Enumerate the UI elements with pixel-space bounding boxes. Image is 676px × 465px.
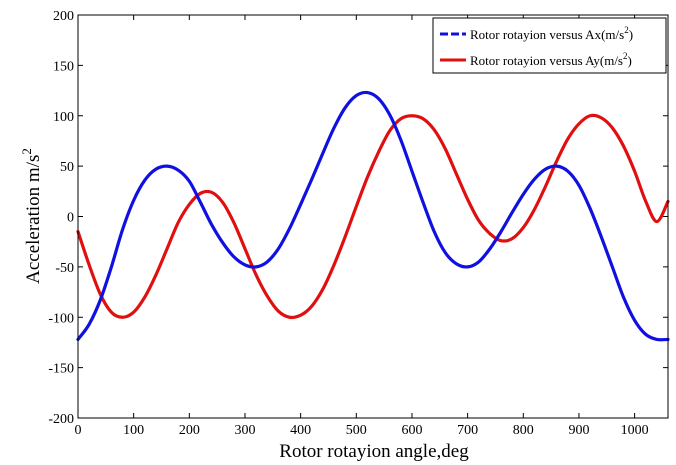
legend-entry-ax: Rotor rotayion versus Ax(m/s2) xyxy=(470,25,633,42)
legend-entry-ay: Rotor rotayion versus Ay(m/s2) xyxy=(470,51,632,68)
legend-box xyxy=(432,17,667,74)
y-tick-label: 200 xyxy=(53,9,74,24)
legend: Rotor rotayion versus Ax(m/s2) Rotor rot… xyxy=(432,17,667,74)
y-tick-label: -100 xyxy=(48,311,74,326)
y-axis-label-text: Acceleration m/s xyxy=(23,155,44,284)
x-axis-label: Rotor rotayion angle,deg xyxy=(279,441,469,462)
y-tick-label: -50 xyxy=(55,261,74,276)
series-line-ay xyxy=(76,113,670,320)
y-axis-label-superscript: 2 xyxy=(19,148,34,155)
y-tick-label: 0 xyxy=(67,211,74,226)
x-tick-label: 700 xyxy=(457,423,478,438)
y-tick-label: 150 xyxy=(53,59,74,74)
x-tick-label: 800 xyxy=(513,423,534,438)
tick-labels: 0 100 200 300 400 500 600 700 800 900 1000-200-150… xyxy=(48,9,648,438)
y-tick-label: -150 xyxy=(48,362,74,377)
y-tick-label: 100 xyxy=(53,110,74,125)
x-tick-label: 1000 xyxy=(621,423,649,438)
x-tick-label: 500 xyxy=(346,423,367,438)
x-tick-label: 100 xyxy=(123,423,144,438)
series-layer xyxy=(76,90,670,342)
y-tick-label: 50 xyxy=(60,160,74,175)
series-line-ax xyxy=(76,90,670,342)
x-tick-label: 300 xyxy=(234,423,255,438)
x-tick-label: 200 xyxy=(179,423,200,438)
x-tick-label: 0 xyxy=(75,423,82,438)
x-tick-label: 600 xyxy=(401,423,422,438)
y-axis-label: Acceleration m/s2 xyxy=(19,148,44,284)
x-tick-label: 900 xyxy=(568,423,589,438)
y-tick-label: -200 xyxy=(48,412,74,427)
x-tick-label: 400 xyxy=(290,423,311,438)
